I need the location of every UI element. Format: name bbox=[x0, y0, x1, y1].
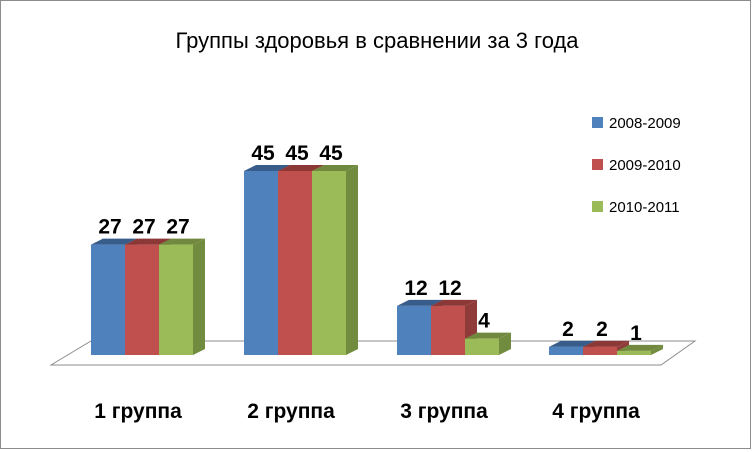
bar-top bbox=[244, 165, 290, 171]
category-label: 4 группа bbox=[552, 400, 640, 423]
bar-front bbox=[549, 346, 583, 355]
category-label: 2 группа bbox=[247, 400, 335, 423]
bar bbox=[159, 238, 205, 355]
bar-front bbox=[125, 244, 159, 355]
data-label: 12 bbox=[438, 277, 461, 300]
chart-floor-plane bbox=[49, 340, 697, 366]
bar-front bbox=[312, 171, 346, 355]
bar bbox=[465, 332, 511, 355]
bar-front bbox=[583, 346, 617, 355]
bar-front bbox=[244, 171, 278, 355]
bar-front bbox=[159, 244, 193, 355]
bar-front bbox=[397, 305, 431, 355]
data-label: 2 bbox=[596, 318, 608, 341]
bar-side bbox=[651, 344, 663, 355]
category-label: 1 группа bbox=[94, 400, 182, 423]
bar-top bbox=[91, 238, 137, 245]
data-label: 2 bbox=[562, 318, 574, 341]
bar-front bbox=[465, 338, 499, 355]
legend: 2008-2009 2009-2010 2010-2011 bbox=[592, 115, 681, 216]
bar-side bbox=[499, 332, 511, 355]
legend-swatch bbox=[592, 117, 603, 128]
chart-title: Группы здоровья в сравнении за 3 года bbox=[175, 28, 579, 53]
bar-top bbox=[583, 340, 629, 347]
bar-side bbox=[193, 238, 205, 355]
bar-front bbox=[617, 350, 651, 355]
legend-swatch bbox=[592, 201, 603, 212]
data-label: 45 bbox=[251, 142, 275, 165]
bar-top bbox=[312, 165, 358, 171]
data-label: 4 bbox=[478, 310, 490, 333]
legend-label: 2009-2010 bbox=[609, 157, 681, 174]
data-label: 1 bbox=[630, 322, 642, 345]
bar-front bbox=[431, 305, 465, 355]
category-labels-group: 1 группа 2 группа 3 группа 4 группа bbox=[94, 400, 640, 423]
legend-label: 2008-2009 bbox=[609, 115, 681, 132]
bar-top bbox=[125, 238, 171, 245]
bar-top bbox=[465, 332, 511, 339]
bars-group bbox=[91, 165, 663, 355]
legend-label: 2010-2011 bbox=[609, 199, 680, 216]
bar bbox=[312, 165, 358, 355]
bar-front bbox=[91, 244, 125, 355]
bar-top bbox=[397, 299, 443, 306]
bar-top bbox=[549, 340, 595, 347]
data-label: 27 bbox=[166, 216, 189, 239]
bar-front bbox=[278, 171, 312, 355]
data-label: 27 bbox=[98, 216, 121, 239]
data-label: 12 bbox=[404, 277, 427, 300]
bar-top bbox=[278, 165, 324, 171]
data-label: 27 bbox=[132, 216, 155, 239]
data-label: 45 bbox=[319, 142, 343, 165]
bar-top bbox=[431, 299, 477, 306]
bar-top bbox=[617, 344, 663, 351]
category-label: 3 группа bbox=[400, 400, 488, 423]
bar-side bbox=[346, 165, 358, 355]
bar bbox=[617, 344, 663, 355]
bar-top bbox=[159, 238, 205, 245]
chart-floor bbox=[49, 340, 697, 366]
legend-swatch bbox=[592, 159, 603, 170]
data-label: 45 bbox=[285, 142, 309, 165]
